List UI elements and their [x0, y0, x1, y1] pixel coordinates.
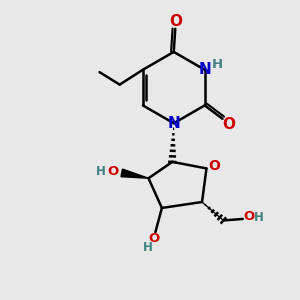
- Text: O: O: [208, 159, 220, 173]
- Text: N: N: [198, 62, 211, 77]
- Text: H: H: [212, 58, 223, 71]
- Text: H: H: [95, 165, 105, 178]
- Text: H: H: [143, 241, 153, 254]
- Polygon shape: [121, 169, 148, 178]
- Text: O: O: [169, 14, 182, 29]
- Text: O: O: [244, 210, 255, 223]
- Text: O: O: [223, 117, 236, 132]
- Text: O: O: [148, 232, 160, 245]
- Text: N: N: [167, 116, 180, 131]
- Text: O: O: [108, 165, 119, 178]
- Text: H: H: [254, 211, 264, 224]
